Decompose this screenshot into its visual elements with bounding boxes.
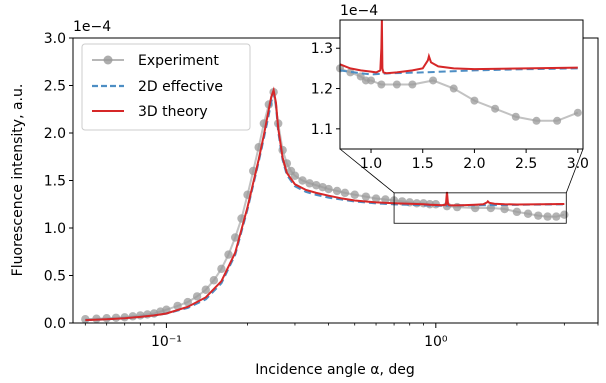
- inset-series-line-3d-theory: [339, 19, 578, 75]
- legend: Experiment 2D effective 3D theory: [81, 43, 251, 131]
- x-tick-label: 10⁻¹: [151, 334, 182, 350]
- y-tick-label: 2.5: [44, 79, 66, 95]
- inset-y-tick-label: 1.3: [311, 41, 333, 57]
- inset-data-point-experiment: [573, 108, 582, 117]
- inset-data-point-experiment: [346, 68, 355, 77]
- legend-box: [81, 43, 251, 131]
- data-point-experiment: [371, 194, 381, 203]
- data-point-experiment: [192, 292, 202, 301]
- inset-data-point-experiment: [408, 80, 417, 89]
- inset-y-tick-label: 1.2: [311, 82, 333, 98]
- legend-label-experiment: Experiment: [138, 53, 219, 69]
- inset-data-point-experiment: [553, 116, 562, 125]
- main-ticks: 0.0 0.5 1.0 1.5 2.0 2.5 3.0 10⁻¹ 10⁰: [44, 31, 599, 350]
- inset-data-point-experiment: [470, 96, 479, 105]
- data-point-experiment: [332, 186, 342, 196]
- inset-data-point-experiment: [377, 80, 386, 89]
- inset-data-point-experiment: [532, 116, 541, 125]
- x-axis-label: Incidence angle α, deg: [255, 362, 415, 378]
- data-point-experiment: [201, 285, 210, 294]
- inset-x-tick-label: 2.0: [463, 156, 485, 172]
- data-point-experiment: [340, 188, 350, 198]
- inset-data-point-experiment: [491, 104, 500, 113]
- y-multiplier-label: 1e−4: [73, 19, 111, 35]
- y-tick-label: 0.5: [44, 269, 66, 285]
- data-point-experiment: [534, 211, 543, 220]
- inset-background: [340, 20, 583, 149]
- series-line-3d-theory: [85, 86, 565, 322]
- inset-data-point-experiment: [449, 84, 458, 93]
- x-tick-label: 10⁰: [424, 334, 448, 350]
- zoom-connector-left: [339, 148, 395, 194]
- inset-x-tick-label: 1.0: [360, 156, 382, 172]
- inset-ticks: 1.1 1.2 1.3 1.0 1.5 2.0 2.5 3.0: [311, 41, 589, 172]
- zoom-box: [393, 192, 567, 224]
- data-point-experiment: [324, 184, 333, 194]
- zoom-indicator: [339, 148, 584, 224]
- data-point-experiment: [512, 207, 522, 217]
- main-plot: 0.0 0.5 1.0 1.5 2.0 2.5 3.0 10⁻¹ 10⁰ 1e−4 Incide…: [10, 19, 599, 378]
- inset-y-multiplier-label: 1e−4: [340, 3, 378, 19]
- inset-frame: [339, 19, 584, 150]
- data-point-experiment: [552, 212, 561, 221]
- legend-entry-2d-effective: 2D effective: [92, 79, 223, 95]
- inset-data-point-experiment: [511, 112, 520, 121]
- legend-label-3d-theory: 3D theory: [138, 104, 208, 120]
- inset-x-tick-label: 1.5: [412, 156, 434, 172]
- legend-entry-3d-theory: 3D theory: [92, 104, 208, 120]
- data-point-experiment: [173, 301, 182, 311]
- inset-data-layer: [336, 19, 582, 125]
- data-point-experiment: [381, 195, 390, 204]
- data-point-experiment: [209, 276, 219, 285]
- y-tick-label: 2.0: [44, 126, 66, 142]
- data-point-experiment: [543, 212, 552, 221]
- data-point-experiment: [183, 297, 192, 307]
- y-tick-label: 3.0: [44, 31, 66, 47]
- data-point-experiment: [298, 176, 307, 185]
- y-tick-label: 1.5: [44, 174, 66, 190]
- data-point-experiment: [560, 210, 569, 219]
- inset-data-point-experiment: [367, 76, 376, 85]
- data-point-experiment: [305, 179, 314, 188]
- data-point-experiment: [290, 171, 300, 180]
- data-point-experiment: [500, 204, 509, 214]
- inset-plot: 1.1 1.2 1.3 1.0 1.5 2.0 2.5 3.0 1e−4: [311, 3, 589, 172]
- y-tick-label: 1.0: [44, 221, 66, 237]
- inset-y-tick-label: 1.1: [311, 122, 333, 138]
- inset-x-tick-label: 2.5: [515, 156, 537, 172]
- data-point-experiment: [230, 233, 240, 242]
- legend-label-2d-effective: 2D effective: [138, 79, 223, 95]
- inset-x-tick-label: 3.0: [567, 156, 589, 172]
- data-point-experiment: [136, 311, 145, 320]
- data-point-experiment: [217, 264, 226, 274]
- legend-entry-experiment: Experiment: [92, 53, 219, 69]
- y-axis-label: Fluorescence intensity, a.u.: [10, 84, 26, 277]
- data-point-experiment: [361, 192, 371, 201]
- data-point-experiment: [312, 181, 321, 190]
- zoom-connector-right: [565, 148, 584, 193]
- inset-data-point-experiment: [392, 80, 401, 89]
- legend-marker-experiment: [103, 55, 113, 65]
- y-tick-label: 0.0: [44, 316, 66, 332]
- data-point-experiment: [452, 202, 462, 212]
- data-point-experiment: [523, 209, 533, 218]
- data-point-experiment: [224, 250, 233, 259]
- data-point-experiment: [350, 190, 359, 199]
- inset-data-point-experiment: [429, 76, 438, 85]
